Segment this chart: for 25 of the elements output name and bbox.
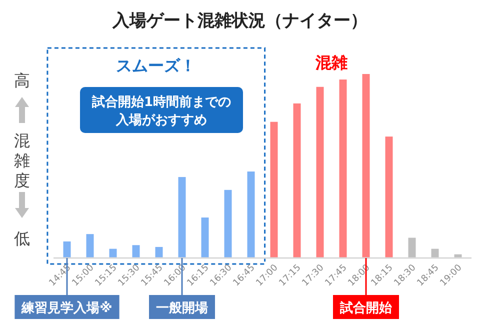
- bar: [408, 238, 416, 258]
- bar: [201, 218, 209, 258]
- bar: [362, 74, 370, 258]
- bar: [178, 177, 186, 258]
- bar: [385, 136, 393, 258]
- text: 混雑: [314, 53, 348, 72]
- bar: [63, 241, 71, 258]
- bar: [339, 80, 347, 258]
- text: 低: [14, 229, 30, 248]
- text: 高: [14, 71, 30, 90]
- y-axis-title: 混雑度: [14, 131, 30, 190]
- band-label: スムーズ！: [116, 56, 196, 75]
- bar: [86, 234, 94, 258]
- bar: [316, 86, 324, 258]
- chart-title: 入場ゲート混雑状況（ナイター）: [112, 11, 368, 31]
- bar: [132, 245, 140, 258]
- bar: [431, 248, 439, 258]
- bar: [247, 172, 255, 258]
- note-box: 試合開始1時間前までの入場がおすすめ: [80, 87, 243, 133]
- bar: [109, 248, 117, 258]
- bar: [224, 190, 232, 258]
- annotation: 試合開始1時間前までの入場がおすすめ: [90, 94, 232, 128]
- bar: [155, 246, 163, 258]
- bar: [270, 122, 278, 258]
- bar: [293, 103, 301, 258]
